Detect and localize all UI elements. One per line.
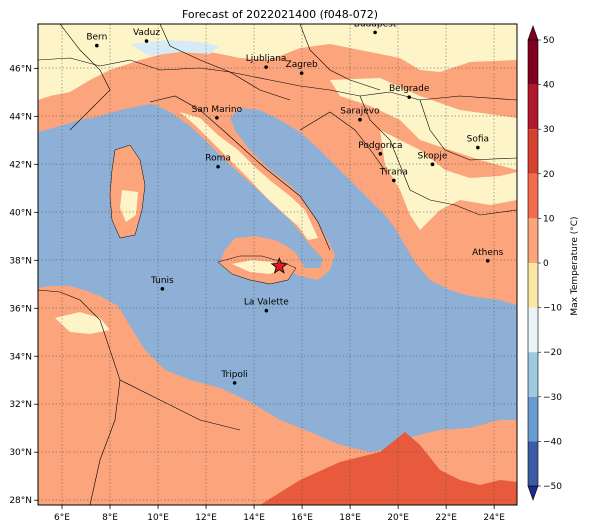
land-italy-mild xyxy=(180,112,318,240)
city-label: Skopje xyxy=(418,151,448,161)
y-tick-label: 28°N xyxy=(9,496,32,506)
land-light-blue-alps xyxy=(130,40,220,56)
city-label: Athens xyxy=(472,248,503,258)
x-tick-label: 12°E xyxy=(195,513,217,523)
city-label: Tripoli xyxy=(220,370,248,380)
land-italy xyxy=(150,96,330,258)
colorbar-band xyxy=(528,441,538,486)
city-label: Roma xyxy=(205,154,231,164)
colorbar-bottom-extend xyxy=(527,485,539,501)
colorbar-label: Max Temperature (°C) xyxy=(570,216,580,315)
city-dot xyxy=(95,43,99,48)
city-label: Podgorica xyxy=(358,141,402,151)
city-dot xyxy=(299,71,304,75)
land-sardinia-mild xyxy=(120,190,138,222)
city-dot xyxy=(476,145,480,150)
city-dot xyxy=(264,65,268,69)
colorbar-tick-label: −30 xyxy=(543,393,562,403)
y-tick-label: 46°N xyxy=(9,64,32,74)
x-tick-label: 6°E xyxy=(54,513,70,523)
x-tick-label: 10°E xyxy=(147,513,169,523)
city-dot xyxy=(378,151,383,156)
star-marker xyxy=(270,257,288,274)
city-label: Belgrade xyxy=(389,84,430,94)
colorbar-band xyxy=(528,218,538,263)
city-label: Sarajevo xyxy=(340,107,380,117)
city-label: Vaduz xyxy=(133,28,160,38)
city-label: Ljubljana xyxy=(246,54,287,64)
coastlines xyxy=(109,144,297,285)
y-axis-ticks: 46°N 44°N 42°N 40°N 38°N 36°N 34°N 32°N 30°N 28°N xyxy=(9,64,38,506)
city-label: Tunis xyxy=(150,276,174,286)
gridlines xyxy=(38,24,517,505)
land-balkans xyxy=(300,110,517,305)
x-tick-label: 18°E xyxy=(339,513,361,523)
colorbar-tick-label: 0 xyxy=(543,259,549,269)
city-dot xyxy=(160,287,165,291)
colorbar-band xyxy=(528,173,538,219)
x-tick-label: 14°E xyxy=(243,513,265,523)
city-dot xyxy=(264,308,269,313)
colorbar-band xyxy=(528,352,538,397)
y-tick-label: 42°N xyxy=(9,160,32,170)
y-tick-label: 36°N xyxy=(9,304,32,314)
city-label: Tirana xyxy=(379,167,408,177)
city-dot xyxy=(373,30,377,35)
y-tick-label: 44°N xyxy=(9,112,32,122)
city-label: Bern xyxy=(86,33,107,43)
city-dot xyxy=(430,162,435,167)
city-dot xyxy=(485,258,490,263)
y-tick-label: 34°N xyxy=(9,352,32,362)
city-label: Sofia xyxy=(467,135,489,145)
colorbar: 50 40 30 20 10 0 −10 −20 −30 −40 −50 xyxy=(527,25,562,501)
city-dot xyxy=(358,117,362,122)
city-label: La Valette xyxy=(244,298,289,308)
colorbar-tick-label: 10 xyxy=(543,214,555,224)
map-frame xyxy=(37,23,518,506)
colorbar-tick-label: 30 xyxy=(543,125,555,135)
land-mild-north2 xyxy=(380,130,517,230)
y-tick-label: 40°N xyxy=(9,208,32,218)
colorbar-tick-label: 20 xyxy=(543,170,555,180)
city-dot xyxy=(392,178,396,183)
y-tick-label: 38°N xyxy=(9,256,32,266)
x-tick-label: 16°E xyxy=(291,513,313,523)
colorbar-band xyxy=(528,129,538,174)
colorbar-band xyxy=(528,307,538,353)
colorbar-band xyxy=(528,263,538,308)
city-dot xyxy=(144,39,149,43)
land-mild-balkans xyxy=(330,78,517,170)
city-label: Zagreb xyxy=(286,60,318,70)
x-axis-ticks: 6°E 8°E 10°E 12°E 14°E 16°E 18°E 20°E 22°E 24°E xyxy=(54,505,505,523)
x-tick-label: 8°E xyxy=(102,513,118,523)
x-tick-label: 22°E xyxy=(435,513,457,523)
map-title: Forecast of 2022021400 (f048-072) xyxy=(182,8,378,21)
colorbar-tick-label: −10 xyxy=(543,304,562,314)
city-dot xyxy=(215,116,219,120)
colorbar-tick-label: −20 xyxy=(543,348,562,358)
city-dot xyxy=(407,95,411,99)
colorbar-tick-label: 50 xyxy=(543,36,555,46)
land-africa-mild xyxy=(55,312,110,334)
colorbar-top-extend xyxy=(527,25,539,41)
colorbar-band xyxy=(528,40,538,85)
colorbar-band xyxy=(528,396,538,442)
city-label: San Marino xyxy=(192,105,243,115)
city-dot xyxy=(232,381,237,385)
y-tick-label: 32°N xyxy=(9,400,32,410)
x-tick-label: 24°E xyxy=(483,513,505,523)
colorbar-tick-label: −50 xyxy=(543,482,562,492)
colorbar-band xyxy=(528,84,538,130)
city-label: Budapest xyxy=(354,19,397,29)
x-tick-label: 20°E xyxy=(387,513,409,523)
colorbar-tick-label: −40 xyxy=(543,437,562,447)
y-tick-label: 30°N xyxy=(9,448,32,458)
marker-layer xyxy=(270,257,288,274)
land-africa-hot xyxy=(260,432,517,505)
city-dot xyxy=(216,164,220,169)
colorbar-tick-label: 40 xyxy=(543,81,555,91)
